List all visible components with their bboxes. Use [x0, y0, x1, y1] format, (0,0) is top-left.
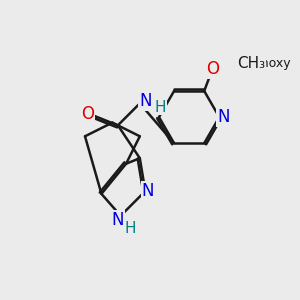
Text: N: N: [112, 211, 124, 229]
Text: H: H: [124, 220, 136, 236]
Text: N: N: [139, 92, 152, 110]
Text: O: O: [206, 60, 219, 78]
Text: methoxy: methoxy: [237, 57, 292, 70]
Text: O: O: [81, 105, 94, 123]
Text: CH₃: CH₃: [237, 56, 265, 71]
Text: N: N: [217, 108, 230, 126]
Text: N: N: [142, 182, 154, 200]
Text: H: H: [154, 100, 166, 115]
